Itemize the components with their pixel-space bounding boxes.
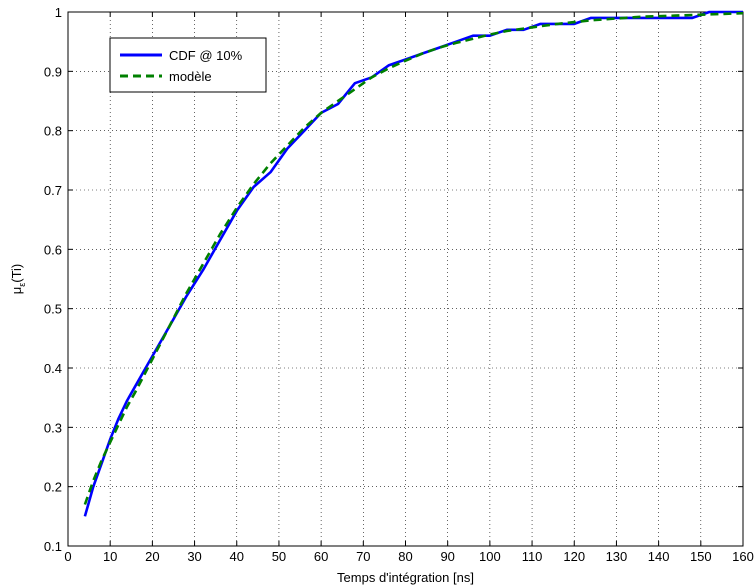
grid bbox=[68, 12, 743, 546]
y-tick-label: 1 bbox=[55, 5, 62, 20]
x-tick-label: 70 bbox=[356, 549, 370, 564]
y-tick-label: 0.4 bbox=[44, 361, 62, 376]
legend-label-model: modèle bbox=[169, 69, 212, 84]
legend: CDF @ 10% modèle bbox=[109, 37, 267, 93]
y-tick-label: 0.2 bbox=[44, 480, 62, 495]
series-group bbox=[83, 10, 744, 517]
x-tick-label: 130 bbox=[606, 549, 628, 564]
x-tick-label: 160 bbox=[732, 549, 754, 564]
x-axis-label: Temps d'intégration [ns] bbox=[337, 570, 474, 585]
x-tick-label: 10 bbox=[103, 549, 117, 564]
x-tick-label: 110 bbox=[522, 549, 543, 564]
x-tick-label: 0 bbox=[64, 549, 71, 564]
legend-box bbox=[109, 37, 267, 93]
y-tick-label: 0.1 bbox=[44, 539, 62, 554]
x-tick-label: 40 bbox=[230, 549, 244, 564]
y-axis-label-main: μ bbox=[9, 287, 24, 295]
y-tick-label: 0.3 bbox=[44, 420, 62, 435]
x-tick-label: 30 bbox=[187, 549, 201, 564]
y-tick-label: 0.5 bbox=[44, 302, 62, 317]
y-tick-label: 0.8 bbox=[44, 124, 62, 139]
x-tick-label: 150 bbox=[690, 549, 712, 564]
x-tick-label: 80 bbox=[398, 549, 412, 564]
y-axis-label-subscript: ε bbox=[17, 283, 27, 287]
x-tick-label: 100 bbox=[479, 549, 501, 564]
y-tick-label: 0.7 bbox=[44, 183, 62, 198]
x-tick-label: 90 bbox=[440, 549, 454, 564]
x-tick-label: 20 bbox=[145, 549, 159, 564]
axis-ticks: 0 10 20 30 40 50 60 70 80 90 100 110 120 130 140 150 160… bbox=[44, 5, 754, 564]
legend-label-cdf: CDF @ 10% bbox=[169, 48, 243, 63]
y-tick-label: 0.6 bbox=[44, 242, 62, 257]
x-tick-label: 140 bbox=[648, 549, 670, 564]
y-axis-label: με(Ti) bbox=[9, 264, 27, 295]
y-axis-label-suffix: (Ti) bbox=[9, 264, 24, 283]
series-line-model bbox=[83, 11, 744, 505]
x-tick-label: 120 bbox=[563, 549, 585, 564]
x-tick-label: 50 bbox=[272, 549, 286, 564]
x-tick-label: 60 bbox=[314, 549, 328, 564]
y-tick-label: 0.9 bbox=[44, 64, 62, 79]
